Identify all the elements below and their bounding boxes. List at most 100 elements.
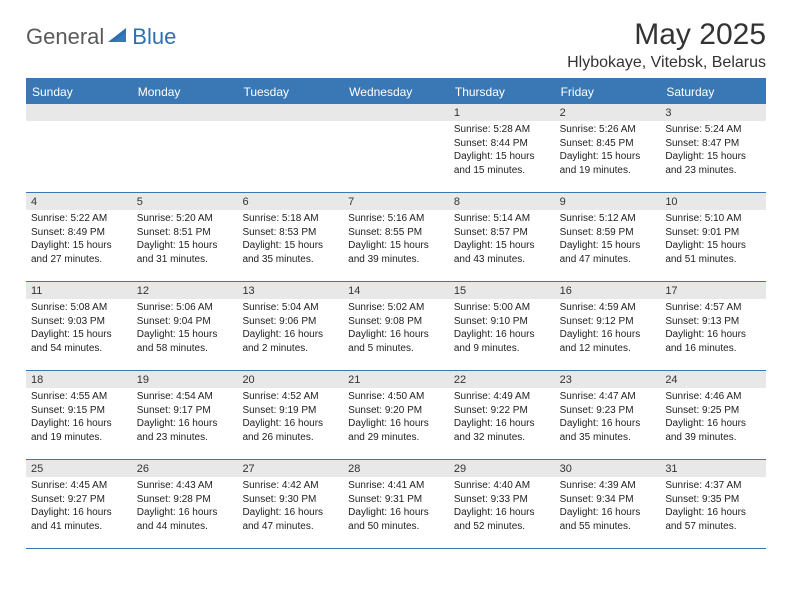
daylight-text: Daylight: 16 hours and 29 minutes. [348, 417, 444, 444]
calendar-day-cell: 30Sunrise: 4:39 AMSunset: 9:34 PMDayligh… [555, 460, 661, 548]
calendar-day-cell [237, 104, 343, 192]
calendar-day-cell: 16Sunrise: 4:59 AMSunset: 9:12 PMDayligh… [555, 282, 661, 370]
sunset-text: Sunset: 8:47 PM [665, 137, 761, 151]
day-number: 26 [132, 460, 238, 477]
daylight-text: Daylight: 16 hours and 16 minutes. [665, 328, 761, 355]
sunset-text: Sunset: 9:27 PM [31, 493, 127, 507]
day-body: Sunrise: 5:28 AMSunset: 8:44 PMDaylight:… [449, 121, 555, 179]
sunrise-text: Sunrise: 5:08 AM [31, 301, 127, 315]
day-number [237, 104, 343, 121]
day-body: Sunrise: 5:24 AMSunset: 8:47 PMDaylight:… [660, 121, 766, 179]
day-body: Sunrise: 4:57 AMSunset: 9:13 PMDaylight:… [660, 299, 766, 357]
weekday-header: Wednesday [343, 80, 449, 104]
sunrise-text: Sunrise: 5:04 AM [242, 301, 338, 315]
sunrise-text: Sunrise: 4:39 AM [560, 479, 656, 493]
calendar-day-cell: 31Sunrise: 4:37 AMSunset: 9:35 PMDayligh… [660, 460, 766, 548]
calendar-day-cell: 1Sunrise: 5:28 AMSunset: 8:44 PMDaylight… [449, 104, 555, 192]
day-body: Sunrise: 5:10 AMSunset: 9:01 PMDaylight:… [660, 210, 766, 268]
daylight-text: Daylight: 16 hours and 26 minutes. [242, 417, 338, 444]
daylight-text: Daylight: 15 hours and 31 minutes. [137, 239, 233, 266]
sunset-text: Sunset: 9:20 PM [348, 404, 444, 418]
sunrise-text: Sunrise: 5:06 AM [137, 301, 233, 315]
daylight-text: Daylight: 16 hours and 9 minutes. [454, 328, 550, 355]
day-body: Sunrise: 5:22 AMSunset: 8:49 PMDaylight:… [26, 210, 132, 268]
sunrise-text: Sunrise: 5:28 AM [454, 123, 550, 137]
calendar-day-cell: 4Sunrise: 5:22 AMSunset: 8:49 PMDaylight… [26, 193, 132, 281]
sunrise-text: Sunrise: 4:54 AM [137, 390, 233, 404]
sunset-text: Sunset: 8:55 PM [348, 226, 444, 240]
weeks-container: 1Sunrise: 5:28 AMSunset: 8:44 PMDaylight… [26, 104, 766, 549]
sunrise-text: Sunrise: 4:41 AM [348, 479, 444, 493]
calendar-day-cell: 12Sunrise: 5:06 AMSunset: 9:04 PMDayligh… [132, 282, 238, 370]
sunset-text: Sunset: 9:06 PM [242, 315, 338, 329]
day-number: 14 [343, 282, 449, 299]
sunset-text: Sunset: 8:44 PM [454, 137, 550, 151]
day-number: 11 [26, 282, 132, 299]
calendar-day-cell: 2Sunrise: 5:26 AMSunset: 8:45 PMDaylight… [555, 104, 661, 192]
day-body [237, 121, 343, 125]
day-body: Sunrise: 5:08 AMSunset: 9:03 PMDaylight:… [26, 299, 132, 357]
calendar-week-row: 25Sunrise: 4:45 AMSunset: 9:27 PMDayligh… [26, 460, 766, 549]
day-number: 28 [343, 460, 449, 477]
day-body: Sunrise: 4:40 AMSunset: 9:33 PMDaylight:… [449, 477, 555, 535]
day-number: 2 [555, 104, 661, 121]
day-number: 10 [660, 193, 766, 210]
sunset-text: Sunset: 9:30 PM [242, 493, 338, 507]
sunset-text: Sunset: 9:13 PM [665, 315, 761, 329]
sunset-text: Sunset: 8:59 PM [560, 226, 656, 240]
sunset-text: Sunset: 9:10 PM [454, 315, 550, 329]
day-number: 24 [660, 371, 766, 388]
month-title: May 2025 [567, 18, 766, 52]
day-body: Sunrise: 4:49 AMSunset: 9:22 PMDaylight:… [449, 388, 555, 446]
daylight-text: Daylight: 16 hours and 50 minutes. [348, 506, 444, 533]
sunrise-text: Sunrise: 4:45 AM [31, 479, 127, 493]
sunset-text: Sunset: 9:17 PM [137, 404, 233, 418]
sunset-text: Sunset: 9:31 PM [348, 493, 444, 507]
daylight-text: Daylight: 16 hours and 39 minutes. [665, 417, 761, 444]
day-body: Sunrise: 5:26 AMSunset: 8:45 PMDaylight:… [555, 121, 661, 179]
sunrise-text: Sunrise: 5:10 AM [665, 212, 761, 226]
sunset-text: Sunset: 9:28 PM [137, 493, 233, 507]
sunset-text: Sunset: 9:22 PM [454, 404, 550, 418]
weekday-header-row: Sunday Monday Tuesday Wednesday Thursday… [26, 80, 766, 104]
day-number: 21 [343, 371, 449, 388]
day-number: 1 [449, 104, 555, 121]
calendar-day-cell: 22Sunrise: 4:49 AMSunset: 9:22 PMDayligh… [449, 371, 555, 459]
day-number: 13 [237, 282, 343, 299]
weekday-header: Thursday [449, 80, 555, 104]
weekday-header: Sunday [26, 80, 132, 104]
sunrise-text: Sunrise: 5:12 AM [560, 212, 656, 226]
day-number: 7 [343, 193, 449, 210]
calendar-day-cell: 19Sunrise: 4:54 AMSunset: 9:17 PMDayligh… [132, 371, 238, 459]
calendar-day-cell: 15Sunrise: 5:00 AMSunset: 9:10 PMDayligh… [449, 282, 555, 370]
day-body [343, 121, 449, 125]
logo-text-blue: Blue [132, 24, 176, 50]
sunset-text: Sunset: 9:03 PM [31, 315, 127, 329]
sunset-text: Sunset: 9:01 PM [665, 226, 761, 240]
sunset-text: Sunset: 9:23 PM [560, 404, 656, 418]
daylight-text: Daylight: 16 hours and 32 minutes. [454, 417, 550, 444]
day-body: Sunrise: 5:12 AMSunset: 8:59 PMDaylight:… [555, 210, 661, 268]
day-number: 20 [237, 371, 343, 388]
daylight-text: Daylight: 16 hours and 55 minutes. [560, 506, 656, 533]
location: Hlybokaye, Vitebsk, Belarus [567, 54, 766, 72]
daylight-text: Daylight: 16 hours and 57 minutes. [665, 506, 761, 533]
day-number: 23 [555, 371, 661, 388]
calendar-day-cell: 17Sunrise: 4:57 AMSunset: 9:13 PMDayligh… [660, 282, 766, 370]
sunrise-text: Sunrise: 5:02 AM [348, 301, 444, 315]
sunrise-text: Sunrise: 4:57 AM [665, 301, 761, 315]
sunrise-text: Sunrise: 4:42 AM [242, 479, 338, 493]
daylight-text: Daylight: 15 hours and 19 minutes. [560, 150, 656, 177]
day-body: Sunrise: 4:46 AMSunset: 9:25 PMDaylight:… [660, 388, 766, 446]
sunset-text: Sunset: 9:35 PM [665, 493, 761, 507]
weekday-header: Monday [132, 80, 238, 104]
day-body: Sunrise: 4:41 AMSunset: 9:31 PMDaylight:… [343, 477, 449, 535]
day-body: Sunrise: 4:42 AMSunset: 9:30 PMDaylight:… [237, 477, 343, 535]
calendar-page: General Blue May 2025 Hlybokaye, Vitebsk… [0, 0, 792, 559]
sunset-text: Sunset: 9:25 PM [665, 404, 761, 418]
sunrise-text: Sunrise: 4:47 AM [560, 390, 656, 404]
calendar-day-cell: 25Sunrise: 4:45 AMSunset: 9:27 PMDayligh… [26, 460, 132, 548]
sunrise-text: Sunrise: 4:55 AM [31, 390, 127, 404]
sunset-text: Sunset: 9:04 PM [137, 315, 233, 329]
calendar-day-cell: 10Sunrise: 5:10 AMSunset: 9:01 PMDayligh… [660, 193, 766, 281]
